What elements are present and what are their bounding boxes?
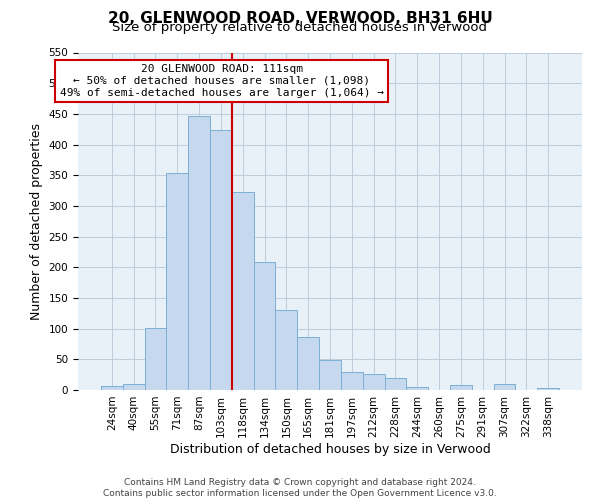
Bar [341,372,363,390]
Bar [123,384,145,390]
Bar [363,374,385,390]
Bar [188,116,210,390]
Text: Contains HM Land Registry data © Crown copyright and database right 2024.
Contai: Contains HM Land Registry data © Crown c… [103,478,497,498]
Bar [166,173,188,390]
Bar [297,337,319,390]
Bar [450,385,472,390]
Bar [254,262,275,390]
Text: 20, GLENWOOD ROAD, VERWOOD, BH31 6HU: 20, GLENWOOD ROAD, VERWOOD, BH31 6HU [107,11,493,26]
Bar [101,386,123,390]
Bar [210,130,232,390]
Bar [385,378,406,390]
Bar [275,310,297,390]
Bar [145,328,166,390]
Bar [232,192,254,390]
X-axis label: Distribution of detached houses by size in Verwood: Distribution of detached houses by size … [170,442,490,456]
Text: Size of property relative to detached houses in Verwood: Size of property relative to detached ho… [113,22,487,35]
Text: 20 GLENWOOD ROAD: 111sqm
← 50% of detached houses are smaller (1,098)
49% of sem: 20 GLENWOOD ROAD: 111sqm ← 50% of detach… [59,64,383,98]
Y-axis label: Number of detached properties: Number of detached properties [30,122,43,320]
Bar [319,360,341,390]
Bar [406,387,428,390]
Bar [494,384,515,390]
Bar [537,388,559,390]
